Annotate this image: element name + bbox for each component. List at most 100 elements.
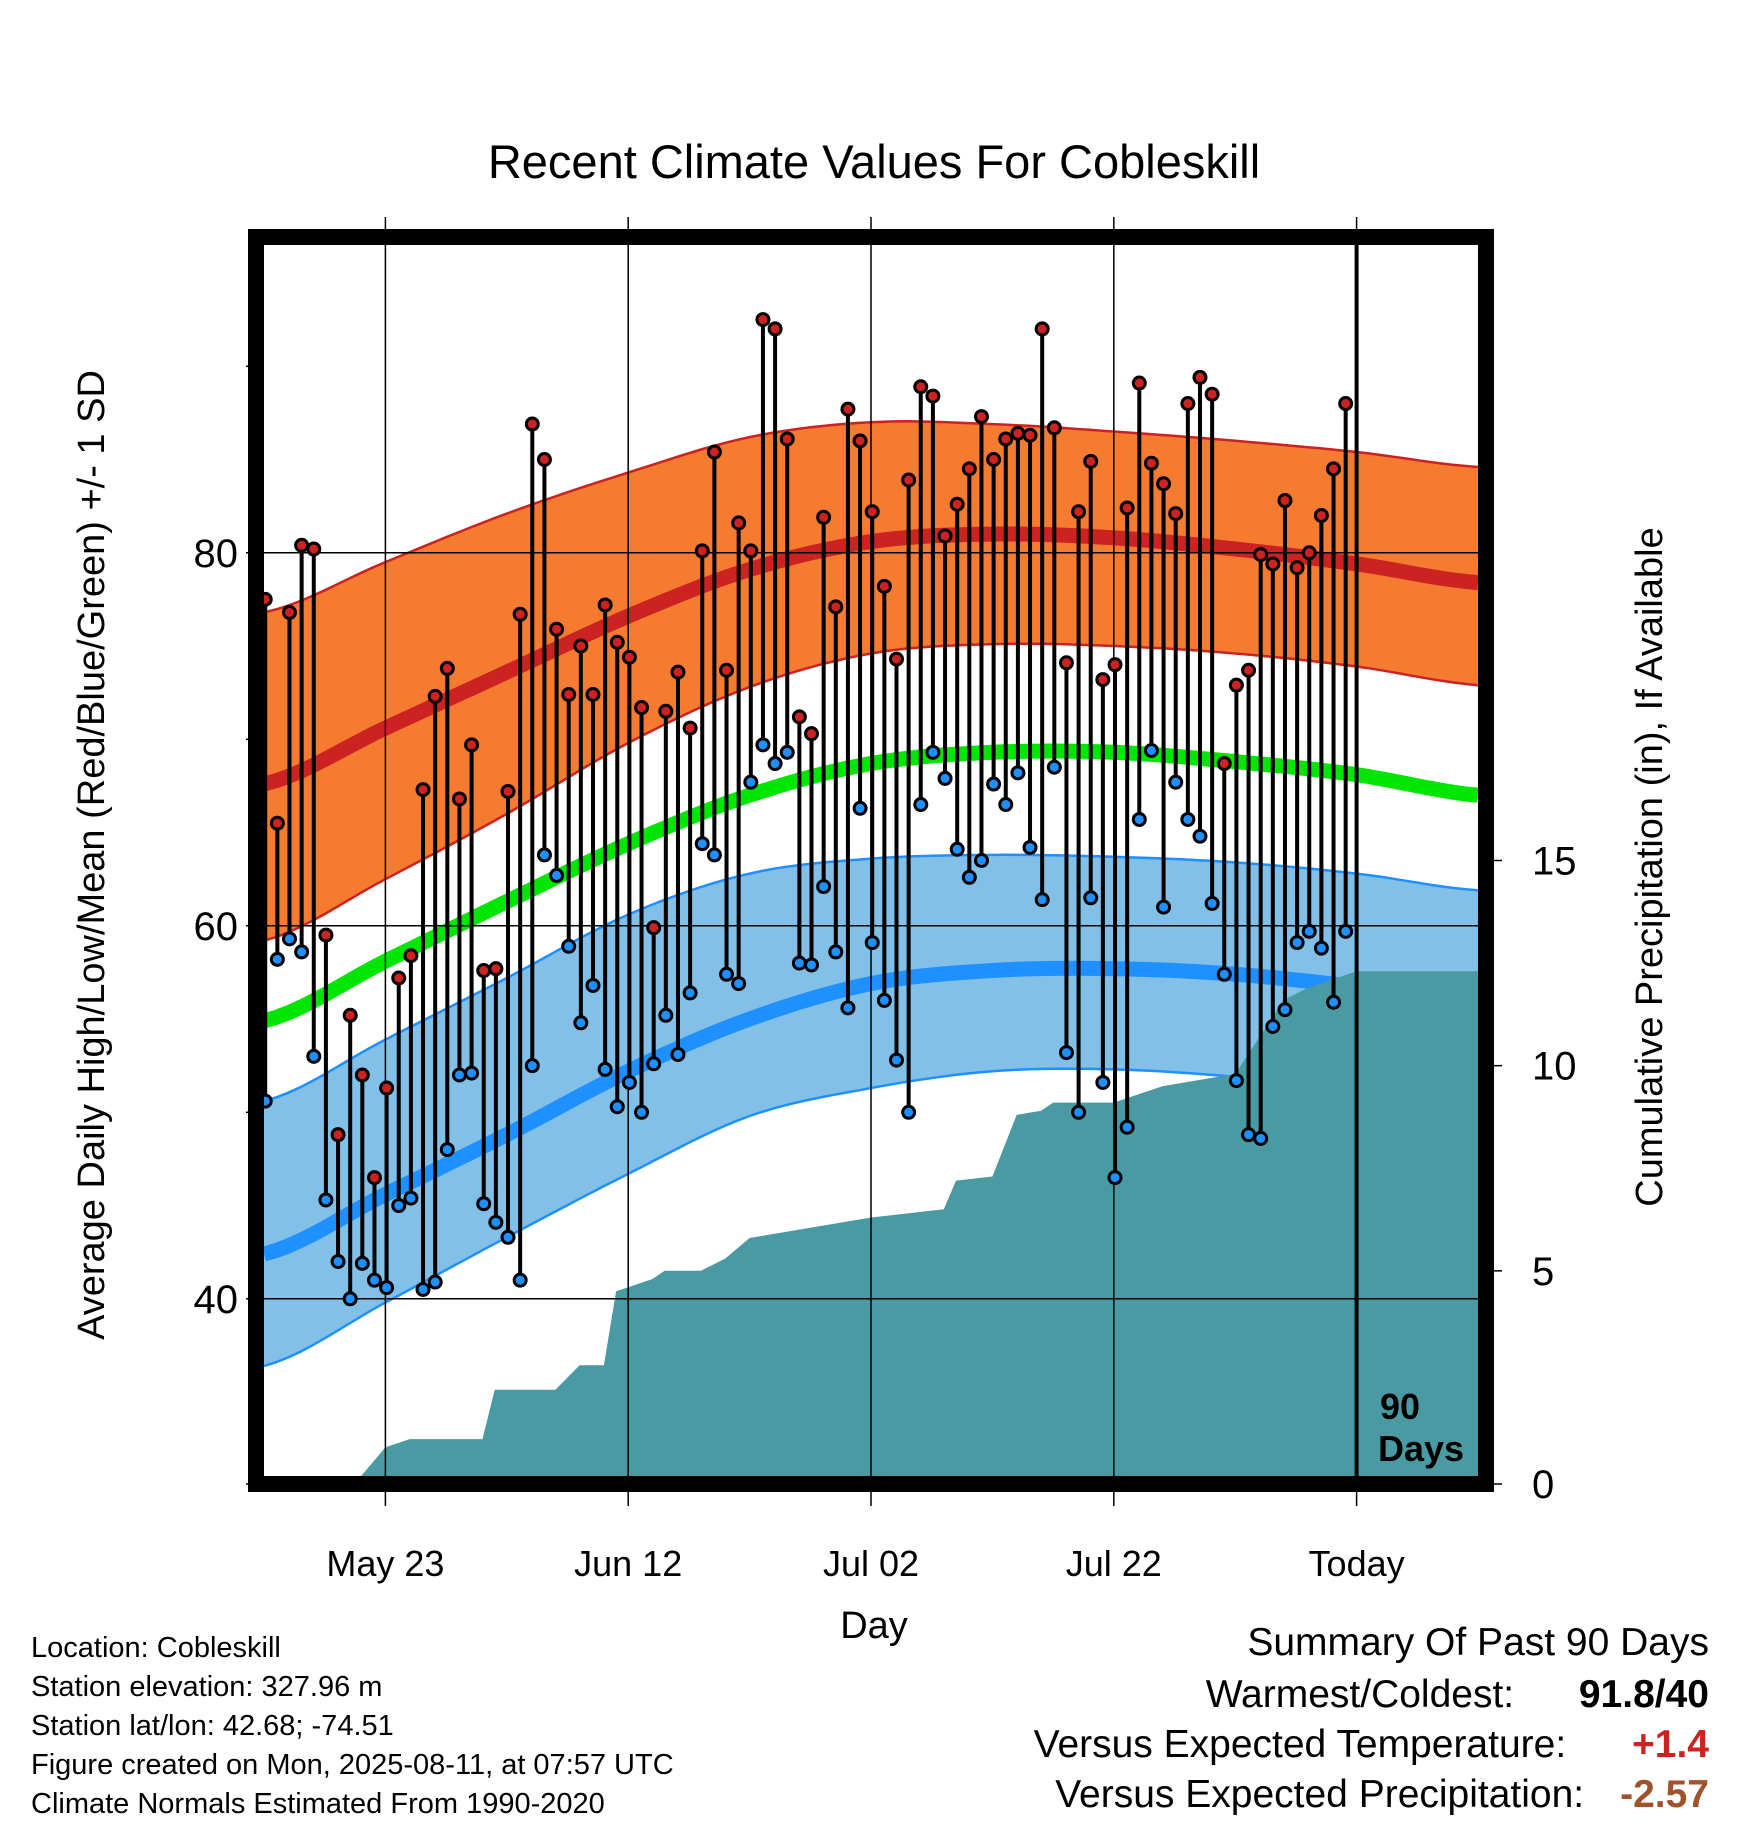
y2-tick-label: 15 [1532, 840, 1577, 884]
precip-diff-label: Versus Expected Precipitation: [1055, 1773, 1585, 1816]
daily-high-point [1046, 420, 1062, 436]
daily-low-point [658, 1007, 674, 1023]
daily-high-point [391, 970, 407, 986]
daily-low-point [828, 944, 844, 960]
daily-low-point [379, 1280, 395, 1296]
y2-tick-label: 5 [1532, 1250, 1554, 1294]
daily-low-point [1338, 923, 1354, 939]
daily-low-point [1034, 892, 1050, 908]
daily-low-point [694, 836, 710, 852]
daily-low-point [986, 776, 1002, 792]
daily-low-point [961, 869, 977, 885]
daily-high-point [1058, 655, 1074, 671]
daily-high-point [306, 541, 322, 557]
daily-high-point [670, 664, 686, 680]
daily-low-point [524, 1058, 540, 1074]
warmest-value: 91.8 [1578, 1673, 1655, 1716]
daily-high-point [1143, 455, 1159, 471]
daily-low-point [852, 800, 868, 816]
daily-low-point [791, 955, 807, 971]
daily-high-point [1034, 321, 1050, 337]
daily-low-point [682, 985, 698, 1001]
daily-high-point [1228, 677, 1244, 693]
daily-high-point [464, 737, 480, 753]
daily-low-point [342, 1291, 358, 1307]
daily-high-point [961, 461, 977, 477]
daily-low-point [779, 744, 795, 760]
y-axis-label: Average Daily High/Low/Mean (Red/Blue/Gr… [71, 370, 113, 1340]
daily-low-point [1058, 1045, 1074, 1061]
daily-low-point [876, 992, 892, 1008]
daily-low-point [1083, 890, 1099, 906]
daily-high-point [269, 815, 285, 831]
daily-high-point [888, 651, 904, 667]
daily-low-point [767, 756, 783, 772]
daily-low-point [415, 1281, 431, 1297]
daily-high-point [937, 528, 953, 544]
daily-high-point [925, 388, 941, 404]
daily-high-point [585, 687, 601, 703]
temp-diff-value: +1.4 [1632, 1723, 1709, 1766]
today-days-label-2: Days [1378, 1428, 1464, 1469]
daily-low-point [451, 1067, 467, 1083]
daily-high-point [1107, 657, 1123, 673]
daily-low-point [306, 1048, 322, 1064]
summary-title: Summary Of Past 90 Days [1247, 1621, 1709, 1664]
warm-cold-value: 91.8/40 [1525, 1673, 1709, 1717]
daily-high-point [609, 634, 625, 650]
daily-high-point [658, 703, 674, 719]
x-tick-label: Jul 22 [1066, 1543, 1162, 1584]
daily-low-point [1107, 1170, 1123, 1186]
daily-high-point [1289, 560, 1305, 576]
daily-low-point [1216, 966, 1232, 982]
daily-high-point [840, 401, 856, 417]
daily-low-point [719, 966, 735, 982]
daily-high-point [597, 597, 613, 613]
daily-high-point [682, 720, 698, 736]
daily-high-point [1119, 500, 1135, 516]
today-days-label-1: 90 [1380, 1386, 1420, 1427]
daily-low-point [1095, 1074, 1111, 1090]
daily-high-point [804, 726, 820, 742]
daily-high-point [1313, 507, 1329, 523]
daily-low-point [488, 1214, 504, 1230]
daily-high-point [719, 662, 735, 678]
daily-low-point [1204, 895, 1220, 911]
daily-high-point [1241, 662, 1257, 678]
warm-cold-label: Warmest/Coldest: [1205, 1673, 1515, 1716]
daily-high-point [706, 444, 722, 460]
daily-low-point [1168, 774, 1184, 790]
daily-high-point [500, 783, 516, 799]
daily-high-point [828, 599, 844, 615]
daily-low-point [391, 1198, 407, 1214]
location-text: Location: Cobleskill [31, 1632, 281, 1664]
daily-high-point [476, 963, 492, 979]
daily-high-point [1010, 425, 1026, 441]
x-axis-label: Day [840, 1605, 908, 1647]
daily-low-point [1253, 1130, 1269, 1146]
daily-low-point [427, 1274, 443, 1290]
coldest-value: 40 [1665, 1673, 1709, 1716]
daily-high-point [427, 688, 443, 704]
daily-high-point [755, 312, 771, 328]
daily-high-point [573, 638, 589, 654]
daily-high-point [646, 920, 662, 936]
daily-high-point [1180, 396, 1196, 412]
daily-low-point [366, 1272, 382, 1288]
daily-low-point [609, 1099, 625, 1115]
low-sd-band [264, 854, 1478, 1366]
daily-high-point [330, 1127, 346, 1143]
daily-high-point [1326, 461, 1342, 477]
daily-high-point [1301, 545, 1317, 561]
created-text: Figure created on Mon, 2025-08-11, at 07… [31, 1749, 674, 1781]
daily-low-point [354, 1255, 370, 1271]
y-tick-label: 40 [194, 1278, 239, 1322]
daily-low-point [998, 797, 1014, 813]
daily-high-point [1204, 386, 1220, 402]
daily-low-point [840, 1000, 856, 1016]
daily-high-point [1338, 396, 1354, 412]
daily-high-point [1083, 453, 1099, 469]
daily-low-point [634, 1104, 650, 1120]
daily-low-point [1192, 828, 1208, 844]
